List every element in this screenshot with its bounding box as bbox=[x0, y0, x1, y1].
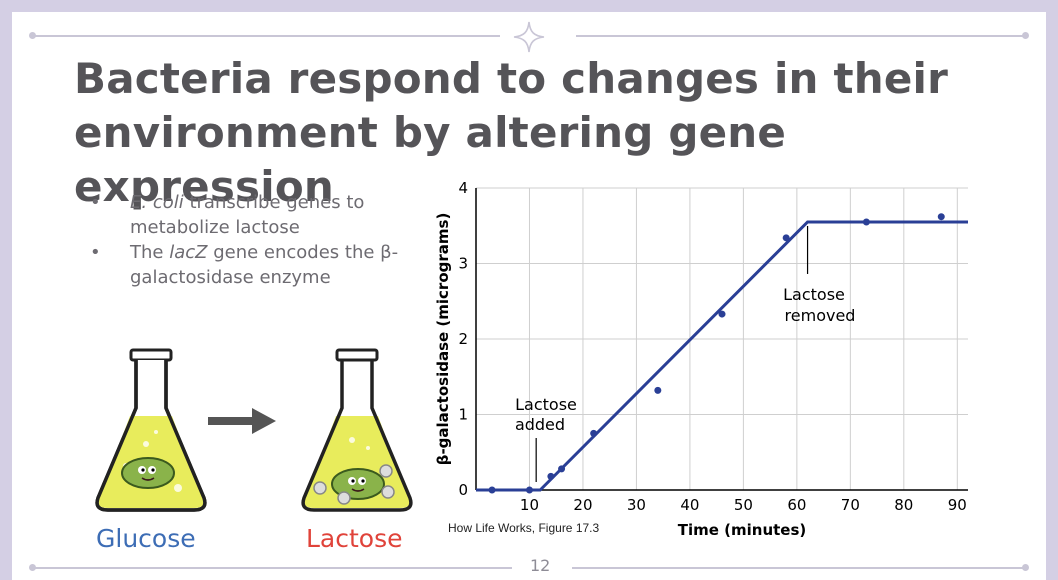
y-axis-label: β-galactosidase (micrograms) bbox=[434, 213, 452, 466]
x-tick-label: 50 bbox=[734, 496, 753, 514]
y-tick-label: 2 bbox=[458, 330, 468, 348]
bottom-rule-left bbox=[32, 567, 512, 569]
data-point bbox=[525, 486, 533, 494]
annotation-text: removed bbox=[785, 306, 856, 325]
x-tick-label: 60 bbox=[787, 496, 806, 514]
y-tick-label: 3 bbox=[458, 255, 468, 273]
glucose-flask-icon bbox=[95, 348, 207, 512]
x-tick-label: 90 bbox=[948, 496, 967, 514]
bacterium-icon bbox=[121, 457, 175, 489]
data-point bbox=[937, 213, 945, 221]
x-axis-label: Time (minutes) bbox=[678, 521, 807, 538]
data-point bbox=[558, 465, 566, 473]
x-tick-label: 10 bbox=[520, 496, 539, 514]
data-point bbox=[590, 429, 598, 437]
data-point bbox=[718, 310, 726, 318]
top-rule-left bbox=[32, 35, 500, 37]
data-point bbox=[782, 234, 790, 242]
x-tick-label: 40 bbox=[680, 496, 699, 514]
y-tick-label: 4 bbox=[458, 179, 468, 197]
annotation-text: Lactose bbox=[515, 395, 577, 414]
y-tick-label: 1 bbox=[458, 406, 468, 424]
top-rule-right bbox=[576, 35, 1026, 37]
bottom-rule-dot-right bbox=[1022, 564, 1029, 571]
bullet-list: E. coli transcribe genes to metabolize l… bbox=[84, 190, 414, 290]
x-tick-label: 80 bbox=[894, 496, 913, 514]
data-point bbox=[547, 472, 555, 480]
top-rule-dot-left bbox=[29, 32, 36, 39]
lactose-label: Lactose bbox=[306, 524, 403, 553]
bottom-rule-dot-left bbox=[29, 564, 36, 571]
annotation-text: added bbox=[515, 415, 565, 434]
bottom-rule-right bbox=[572, 567, 1026, 569]
glucose-label: Glucose bbox=[96, 524, 196, 553]
page-number: 12 bbox=[530, 556, 551, 575]
slide-title-line1: Bacteria respond to changes in their bbox=[74, 54, 949, 103]
top-rule-dot-right bbox=[1022, 32, 1029, 39]
data-point bbox=[862, 218, 870, 226]
series-line bbox=[476, 220, 968, 492]
x-tick-label: 70 bbox=[841, 496, 860, 514]
lactose-flask-icon bbox=[301, 348, 413, 512]
beta-galactosidase-chart: 10 20 30 40 50 60 70 80 90 0 1 2 3 4 Time (minutes) β-g… bbox=[434, 179, 968, 539]
bullet-item: E. coli transcribe genes to metabolize l… bbox=[84, 190, 414, 240]
chart-panel: 10 20 30 40 50 60 70 80 90 0 1 2 3 4 Time (minutes) β-g… bbox=[424, 174, 984, 539]
right-arrow-icon bbox=[208, 408, 276, 434]
sparkle-icon bbox=[513, 21, 545, 53]
x-tick-label: 20 bbox=[573, 496, 592, 514]
x-tick-label: 30 bbox=[627, 496, 646, 514]
annotation-text: Lactose bbox=[783, 285, 845, 304]
data-point bbox=[654, 386, 662, 394]
figure-citation: How Life Works, Figure 17.3 bbox=[448, 521, 600, 535]
y-tick-label: 0 bbox=[458, 481, 468, 499]
data-point bbox=[488, 486, 496, 494]
bullet-item: The lacZ gene encodes the β-galactosidas… bbox=[84, 240, 414, 290]
